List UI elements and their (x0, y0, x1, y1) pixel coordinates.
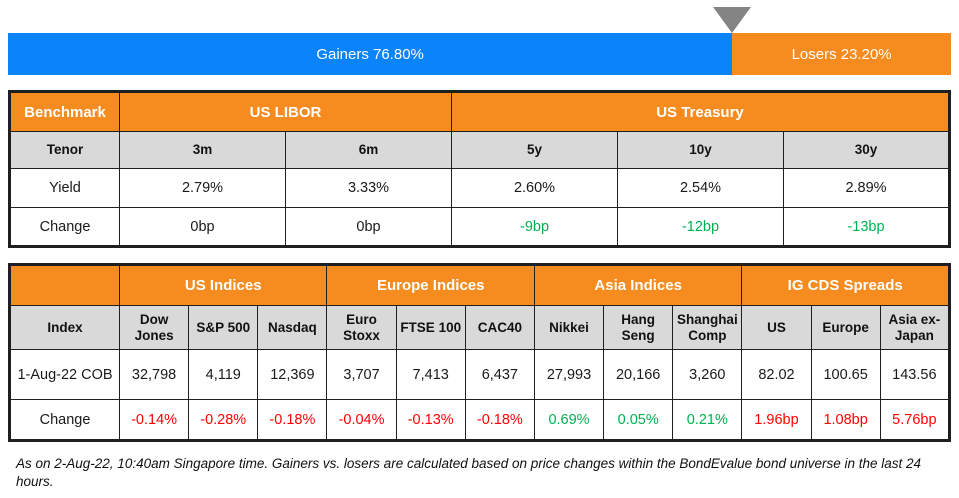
change-value-cell: -13bp (783, 207, 950, 247)
footnote: As on 2-Aug-22, 10:40am Singapore time. … (16, 456, 922, 490)
index-column-cell: US (741, 305, 812, 350)
change-label-cell: Change (9, 207, 120, 247)
marker-row (8, 6, 951, 33)
index-column-cell: CAC40 (464, 305, 535, 350)
cob-date-cell: 1-Aug-22 COB (9, 349, 120, 400)
index-value-cell: 4,119 (188, 349, 259, 400)
change-value-cell: 0.21% (672, 399, 743, 441)
index-value-cell: 12,369 (257, 349, 328, 400)
gainers-label: Gainers 76.80% (316, 45, 424, 63)
change-value-cell: 0.69% (533, 399, 605, 441)
index-value-cell: 6,437 (464, 349, 535, 400)
benchmark-corner-cell: Benchmark (9, 91, 120, 132)
change-value-cell: -0.13% (395, 399, 466, 441)
gainers-losers-bar: Gainers 76.80% Losers 23.20% (8, 33, 951, 75)
group-header-us-treasury: US Treasury (451, 91, 950, 132)
tenor-cell: 30y (783, 131, 950, 169)
losers-label: Losers 23.20% (791, 45, 892, 63)
yield-value-cell: 3.33% (285, 168, 452, 208)
index-column-cell: S&P 500 (188, 305, 259, 350)
change-value-cell: -12bp (617, 207, 784, 247)
index-value-cell: 100.65 (810, 349, 881, 400)
index-value-cell: 7,413 (395, 349, 466, 400)
tenor-cell: 10y (617, 131, 784, 169)
gainers-segment: Gainers 76.80% (8, 33, 733, 75)
index-column-cell: Shanghai Comp (672, 305, 743, 350)
indices-corner-cell (9, 264, 120, 306)
yield-value-cell: 2.79% (119, 168, 286, 208)
index-value-cell: 27,993 (533, 349, 605, 400)
index-column-cell: Europe (810, 305, 881, 350)
index-value-cell: 3,707 (326, 349, 397, 400)
down-triangle-icon (713, 7, 752, 33)
change-value-cell: -0.18% (464, 399, 535, 441)
change-value-cell: 0bp (119, 207, 286, 247)
index-column-cell: Nikkei (533, 305, 605, 350)
index-column-cell: Dow Jones (118, 305, 190, 350)
tenor-label-cell: Tenor (9, 131, 120, 169)
index-value-cell: 3,260 (672, 349, 743, 400)
index-column-cell: Asia ex-Japan (879, 305, 951, 350)
tenor-header-row: Tenor 3m 6m 5y 10y 30y (9, 131, 950, 169)
change-value-cell: -0.28% (188, 399, 259, 441)
index-label-cell: Index (9, 305, 120, 350)
group-header-ig-cds-spreads: IG CDS Spreads (741, 264, 950, 306)
group-header-europe-indices: Europe Indices (326, 264, 535, 306)
index-value-cell: 20,166 (603, 349, 674, 400)
change-value-cell: 1.96bp (741, 399, 812, 441)
indices-table: US Indices Europe Indices Asia Indices I… (8, 263, 951, 442)
losers-segment: Losers 23.20% (732, 33, 951, 75)
yield-row: Yield 2.79% 3.33% 2.60% 2.54% 2.89% (9, 168, 950, 208)
index-value-cell: 82.02 (741, 349, 812, 400)
index-column-cell: Hang Seng (603, 305, 674, 350)
yield-label-cell: Yield (9, 168, 120, 208)
tenor-cell: 5y (451, 131, 618, 169)
change-value-cell: -0.18% (257, 399, 328, 441)
index-column-cell: Nasdaq (257, 305, 328, 350)
change-value-cell: -0.14% (118, 399, 190, 441)
index-header-row: Index Dow Jones S&P 500 Nasdaq Euro Stox… (9, 305, 951, 350)
change-label-cell: Change (9, 399, 120, 441)
change-value-cell: -0.04% (326, 399, 397, 441)
index-value-cell: 32,798 (118, 349, 190, 400)
change-value-cell: 0.05% (603, 399, 674, 441)
index-column-cell: Euro Stoxx (326, 305, 397, 350)
group-header-us-indices: US Indices (118, 264, 328, 306)
tenor-cell: 6m (285, 131, 452, 169)
tenor-cell: 3m (119, 131, 286, 169)
indices-group-header-row: US Indices Europe Indices Asia Indices I… (9, 264, 950, 306)
change-value-cell: -9bp (451, 207, 618, 247)
index-value-cell: 143.56 (879, 349, 951, 400)
yield-value-cell: 2.89% (783, 168, 950, 208)
benchmark-change-row: Change 0bp 0bp -9bp -12bp -13bp (9, 207, 950, 247)
benchmark-table: Benchmark US LIBOR US Treasury Tenor 3m … (8, 90, 951, 248)
group-header-us-libor: US LIBOR (119, 91, 452, 132)
cob-value-row: 1-Aug-22 COB 32,798 4,119 12,369 3,707 7… (9, 349, 951, 400)
yield-value-cell: 2.54% (617, 168, 784, 208)
change-value-cell: 1.08bp (810, 399, 881, 441)
yield-value-cell: 2.60% (451, 168, 618, 208)
indices-change-row: Change -0.14% -0.28% -0.18% -0.04% -0.13… (9, 399, 951, 441)
gainers-losers-gauge: Gainers 76.80% Losers 23.20% (8, 6, 951, 75)
group-header-asia-indices: Asia Indices (533, 264, 743, 306)
change-value-cell: 0bp (285, 207, 452, 247)
benchmark-group-header-row: Benchmark US LIBOR US Treasury (9, 91, 950, 132)
index-column-cell: FTSE 100 (395, 305, 466, 350)
change-value-cell: 5.76bp (879, 399, 951, 441)
